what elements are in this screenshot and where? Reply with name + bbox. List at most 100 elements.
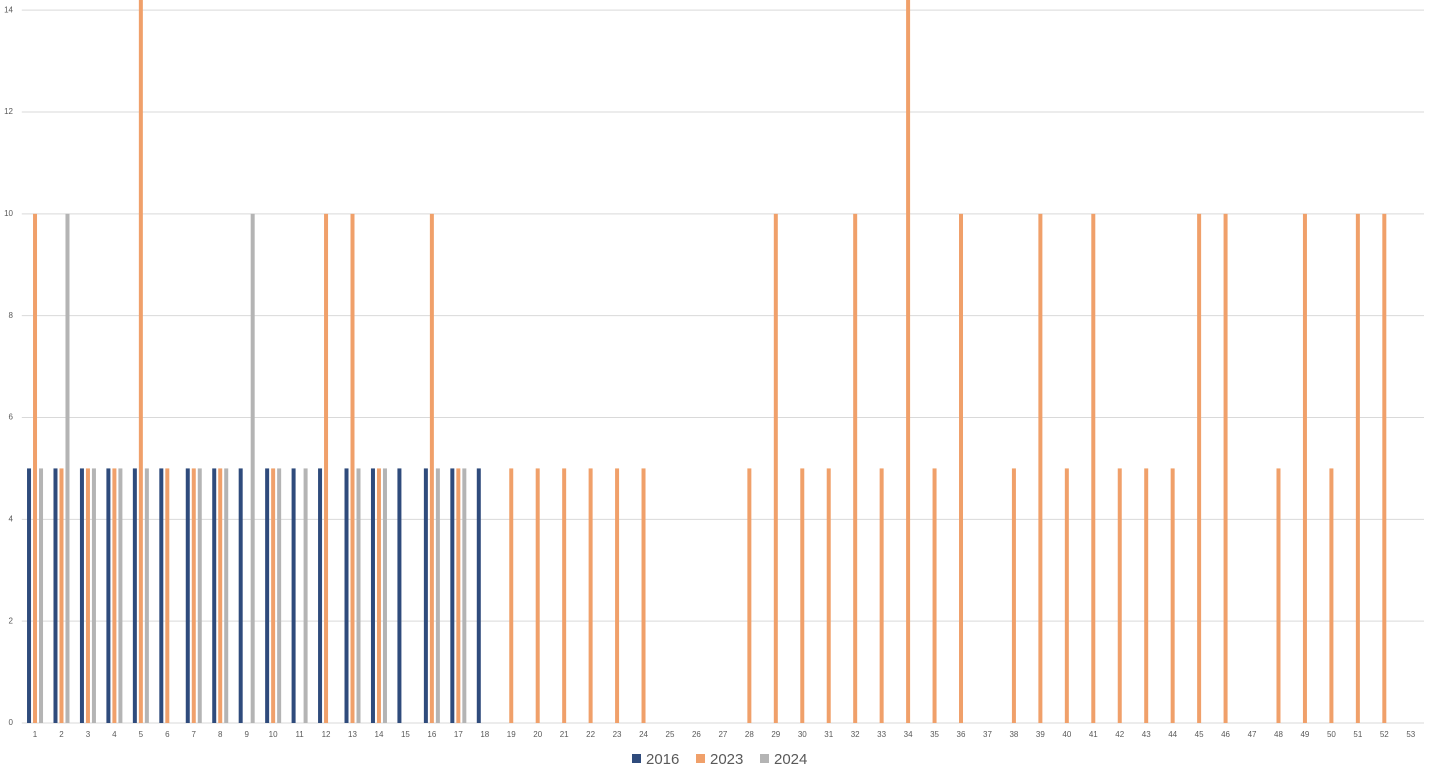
bar [159,468,164,723]
x-tick-label: 32 [851,730,860,739]
x-tick-label: 27 [718,730,727,739]
bar [800,468,805,723]
x-tick-label: 16 [427,730,436,739]
bar [429,213,434,723]
x-tick-label: 40 [1062,730,1071,739]
bar [1064,468,1069,723]
bar [318,468,323,723]
y-tick-label: 4 [9,514,14,523]
y-tick-label: 10 [4,209,13,218]
bar [238,468,243,723]
bar [65,213,70,723]
bar [1302,213,1307,723]
bar [132,468,137,723]
bar [423,468,428,723]
x-tick-label: 46 [1221,730,1230,739]
bar [1223,213,1228,723]
bar [588,468,593,723]
bar [224,468,229,723]
bar [562,468,567,723]
x-tick-label: 9 [244,730,249,739]
bar [1197,213,1202,723]
x-tick-label: 53 [1406,730,1415,739]
bar [376,468,381,723]
bar [291,468,296,723]
legend-swatch [760,754,769,763]
x-tick-label: 37 [983,730,992,739]
bar [85,468,90,723]
legend-label: 2023 [710,751,743,768]
x-tick-label: 52 [1380,730,1389,739]
bar [826,468,831,723]
x-tick-label: 19 [507,730,516,739]
bar [535,468,540,723]
x-tick-label: 5 [139,730,144,739]
x-tick-label: 41 [1089,730,1098,739]
x-tick-label: 38 [1009,730,1018,739]
bar [277,468,282,723]
bar [435,468,440,723]
x-tick-label: 34 [904,730,913,739]
y-tick-label: 8 [9,311,14,320]
x-tick-label: 28 [745,730,754,739]
bar [1091,213,1096,723]
x-tick-label: 11 [295,730,304,739]
bar [1329,468,1334,723]
bar [303,468,308,723]
x-tick-label: 1 [33,730,38,739]
bar [191,468,196,723]
x-tick-label: 18 [480,730,489,739]
x-tick-label: 22 [586,730,595,739]
bar [165,468,170,723]
x-tick-label: 15 [401,730,410,739]
bar [1355,213,1360,723]
bar [1382,213,1387,723]
bar [324,213,329,723]
bar [773,213,778,723]
bar [932,468,937,723]
bar [450,468,455,723]
bar [462,468,467,723]
bar [476,468,481,723]
bar [906,0,911,723]
bar [382,468,387,723]
x-tick-label: 51 [1353,730,1362,739]
bar [344,468,349,723]
x-tick-label: 24 [639,730,648,739]
x-tick-label: 31 [824,730,833,739]
bar [106,468,111,723]
bar [456,468,461,723]
x-tick-label: 48 [1274,730,1283,739]
x-tick-label: 44 [1168,730,1177,739]
x-tick-label: 17 [454,730,463,739]
x-tick-label: 2 [59,730,64,739]
x-tick-label: 7 [192,730,197,739]
x-tick-label: 13 [348,730,357,739]
bar [185,468,190,723]
bar [853,213,858,723]
bar [350,213,355,723]
bar [144,468,149,723]
bar [53,468,58,723]
bar [118,468,123,723]
legend-label: 2016 [646,751,679,768]
bar [615,468,620,723]
bar [1011,468,1016,723]
bar [112,468,117,723]
bar [91,468,96,723]
x-tick-label: 49 [1300,730,1309,739]
bar [879,468,884,723]
x-tick-label: 50 [1327,730,1336,739]
bar [33,213,38,723]
x-tick-label: 29 [771,730,780,739]
x-tick-label: 4 [112,730,117,739]
bar [747,468,752,723]
bar [1144,468,1149,723]
bar [641,468,646,723]
bar [1038,213,1043,723]
x-tick-label: 26 [692,730,701,739]
x-tick-label: 35 [930,730,939,739]
x-tick-label: 8 [218,730,223,739]
bar [509,468,514,723]
